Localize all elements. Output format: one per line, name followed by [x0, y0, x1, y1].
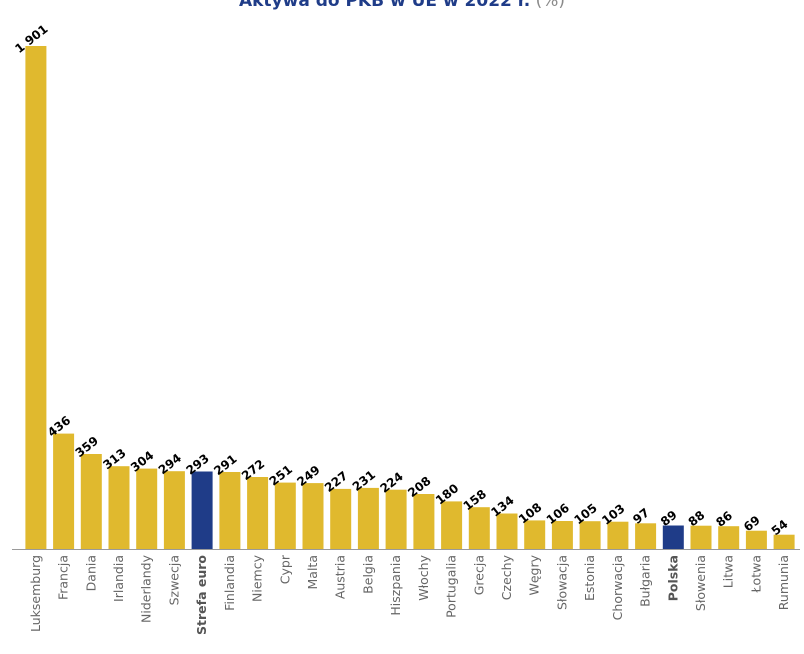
chart-title-text: Aktywa do PKB w UE w 2022 r. [238, 0, 531, 11]
bars-group [25, 46, 795, 549]
category-label-27: Rumunia [776, 555, 791, 610]
bar-17 [496, 513, 518, 549]
category-label-17: Czechy [499, 554, 514, 600]
category-label-25: Litwa [721, 555, 736, 588]
bar-18 [524, 520, 546, 549]
category-label-24: Słowenia [693, 555, 708, 611]
category-label-5: Szwecja [166, 555, 181, 605]
bar-12 [357, 487, 379, 549]
category-label-10: Malta [305, 555, 320, 589]
category-label-11: Austria [333, 555, 348, 599]
bar-21 [607, 521, 629, 549]
category-label-22: Bułgaria [638, 555, 653, 607]
category-label-20: Estonia [582, 555, 597, 601]
category-label-12: Belgia [360, 555, 375, 594]
category-label-21: Chorwacja [610, 555, 625, 620]
bar-26 [745, 530, 767, 549]
bar-15 [441, 501, 463, 549]
bar-14 [413, 494, 435, 549]
bar-27 [773, 534, 795, 549]
bar-7 [219, 472, 241, 549]
bar-10 [302, 483, 324, 549]
category-label-14: Włochy [416, 554, 431, 600]
bar-6 [191, 471, 213, 549]
category-label-16: Grecja [471, 555, 486, 595]
category-label-26: Łotwa [748, 555, 763, 593]
category-label-3: Irlandia [111, 555, 126, 602]
bar-8 [247, 477, 269, 549]
bar-19 [551, 521, 573, 549]
category-label-15: Portugalia [444, 555, 459, 618]
bar-13 [385, 489, 407, 549]
chart-title-unit: (%) [535, 0, 566, 11]
category-label-19: Słowacja [554, 555, 569, 610]
category-label-23: Polska [665, 555, 680, 601]
category-label-4: Niderlandy [139, 554, 154, 623]
chart-title: Aktywa do PKB w UE w 2022 r. (%) [0, 0, 804, 11]
bar-20 [579, 521, 601, 549]
bar-9 [274, 482, 296, 549]
category-label-18: Węgry [527, 554, 542, 595]
category-label-13: Hiszpania [388, 555, 403, 616]
bar-2 [80, 454, 102, 549]
category-label-0: Luksemburg [28, 555, 43, 632]
bar-5 [163, 471, 185, 549]
category-label-9: Cypr [277, 554, 292, 584]
category-label-2: Dania [83, 555, 98, 591]
category-labels-group: Luksemburg Francja Dania Irlandia Niderlandy… [28, 554, 791, 635]
bar-23 [662, 525, 684, 549]
bar-11 [330, 488, 352, 549]
bar-22 [635, 523, 657, 549]
bar-25 [718, 526, 740, 549]
bar-0 [25, 46, 47, 549]
bar-1 [53, 433, 75, 549]
bar-4 [136, 468, 158, 549]
category-label-6: Strefa euro [194, 555, 209, 635]
category-label-1: Francja [56, 555, 71, 600]
bar-3 [108, 466, 130, 549]
category-label-8: Niemcy [250, 554, 265, 602]
bar-24 [690, 525, 712, 549]
category-label-7: Finlandia [222, 555, 237, 611]
bar-16 [468, 507, 490, 549]
